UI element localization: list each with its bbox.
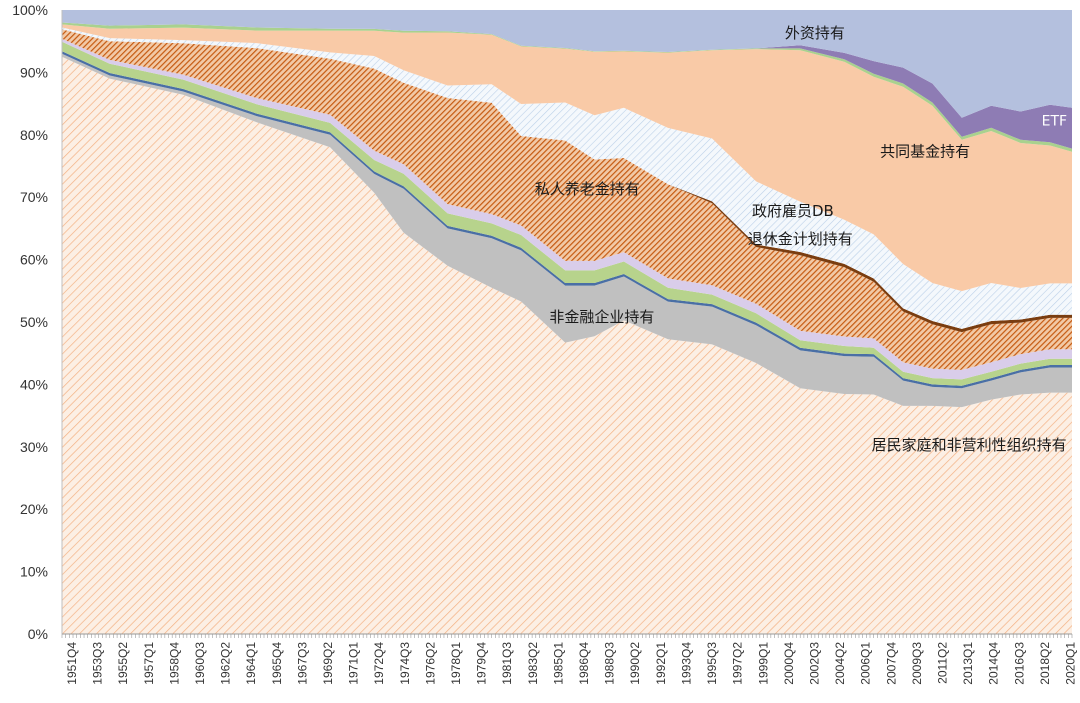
x-tick-label: 1997Q2 bbox=[731, 642, 745, 685]
axes-group: 0% 10% 20% 30% 40% 50% 60% 70% 80% 90% 100% 1951Q4 1… bbox=[12, 2, 1077, 685]
area-series-11 bbox=[62, 10, 1072, 118]
x-tick-label: 2018Q2 bbox=[1038, 642, 1052, 685]
x-tick-label: 1983Q2 bbox=[526, 642, 540, 685]
x-tick-label: 1957Q1 bbox=[142, 642, 156, 685]
x-tick-label: 1972Q4 bbox=[372, 642, 386, 685]
x-tick-label: 1990Q2 bbox=[628, 642, 642, 685]
area-series-group bbox=[62, 10, 1072, 635]
x-tick-label: 1999Q1 bbox=[756, 642, 770, 685]
area-series-8 bbox=[62, 24, 1072, 292]
x-tick-label: 1995Q3 bbox=[705, 642, 719, 685]
x-tick-label: 1979Q4 bbox=[475, 642, 489, 685]
x-tick-label: 2007Q4 bbox=[884, 642, 898, 685]
series-label: 退休金计划持有 bbox=[748, 230, 853, 248]
y-tick-label: 10% bbox=[20, 564, 48, 580]
y-tick-label: 80% bbox=[20, 127, 48, 143]
x-tick-label: 2004Q2 bbox=[833, 642, 847, 685]
x-tick-label: 1962Q2 bbox=[219, 642, 233, 685]
x-tick-label: 1964Q1 bbox=[244, 642, 258, 685]
y-tick-label: 20% bbox=[20, 501, 48, 517]
y-tick-label: 40% bbox=[20, 376, 48, 392]
x-tick-label: 1993Q4 bbox=[679, 642, 693, 685]
x-tick-label: 2011Q2 bbox=[936, 642, 950, 684]
x-tick-label: 2000Q4 bbox=[782, 642, 796, 685]
x-tick-label: 2002Q3 bbox=[808, 642, 822, 685]
x-tick-label: 1976Q2 bbox=[423, 642, 437, 685]
y-tick-label: 30% bbox=[20, 439, 48, 455]
x-tick-label: 1969Q2 bbox=[321, 642, 335, 685]
x-tick-label: 1981Q3 bbox=[500, 642, 514, 685]
x-tick-label: 2020Q1 bbox=[1064, 642, 1078, 685]
area-series-4 bbox=[62, 38, 1072, 380]
x-tick-label: 2009Q3 bbox=[910, 642, 924, 685]
x-tick-label: 2016Q3 bbox=[1012, 642, 1026, 685]
area-series-2 bbox=[62, 51, 1072, 389]
x-tick-label: 1985Q1 bbox=[551, 642, 565, 685]
x-tick-label: 1988Q3 bbox=[603, 642, 617, 685]
x-tick-label: 1955Q2 bbox=[116, 642, 130, 685]
x-tick-label: 1974Q3 bbox=[398, 642, 412, 685]
area-series-3 bbox=[62, 41, 1072, 386]
x-tick-label: 1971Q1 bbox=[347, 642, 361, 685]
series-label: 私人养老金持有 bbox=[535, 180, 640, 198]
x-tick-label: 1986Q4 bbox=[577, 642, 591, 685]
x-tick-label: 2006Q1 bbox=[859, 642, 873, 685]
area-series-0 bbox=[62, 56, 1072, 635]
x-tick-label: 1953Q3 bbox=[91, 642, 105, 685]
x-tick-label: 1992Q1 bbox=[654, 642, 668, 685]
series-label: ETF bbox=[1042, 113, 1067, 129]
y-tick-label: 100% bbox=[12, 2, 48, 18]
series-label: 非金融企业持有 bbox=[549, 308, 654, 326]
series-label: 居民家庭和非营利性组织持有 bbox=[872, 436, 1067, 454]
series-label: 共同基金持有 bbox=[880, 143, 970, 161]
area-series-7 bbox=[62, 27, 1072, 329]
y-tick-label: 90% bbox=[20, 64, 48, 80]
y-tick-label: 70% bbox=[20, 189, 48, 205]
x-tick-label: 1978Q1 bbox=[449, 642, 463, 685]
y-tick-label: 60% bbox=[20, 252, 48, 268]
area-series-5 bbox=[62, 29, 1072, 370]
series-label: 外资持有 bbox=[785, 24, 845, 42]
x-tick-label: 2014Q4 bbox=[987, 642, 1001, 685]
y-tick-label: 0% bbox=[28, 626, 48, 642]
x-tick-label: 1951Q4 bbox=[65, 642, 79, 685]
x-tick-label: 1967Q3 bbox=[295, 642, 309, 685]
area-series-9 bbox=[62, 22, 1072, 152]
x-tick-label: 1958Q4 bbox=[167, 642, 181, 685]
x-tick-label: 1965Q4 bbox=[270, 642, 284, 685]
area-series-1 bbox=[62, 53, 1072, 408]
series-label: 政府雇员DB bbox=[752, 202, 834, 220]
x-tick-label: 2013Q1 bbox=[961, 642, 975, 685]
y-tick-label: 50% bbox=[20, 314, 48, 330]
x-tick-label: 1960Q3 bbox=[193, 642, 207, 685]
